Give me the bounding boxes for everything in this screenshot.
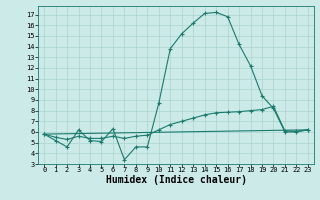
X-axis label: Humidex (Indice chaleur): Humidex (Indice chaleur) [106, 175, 246, 185]
